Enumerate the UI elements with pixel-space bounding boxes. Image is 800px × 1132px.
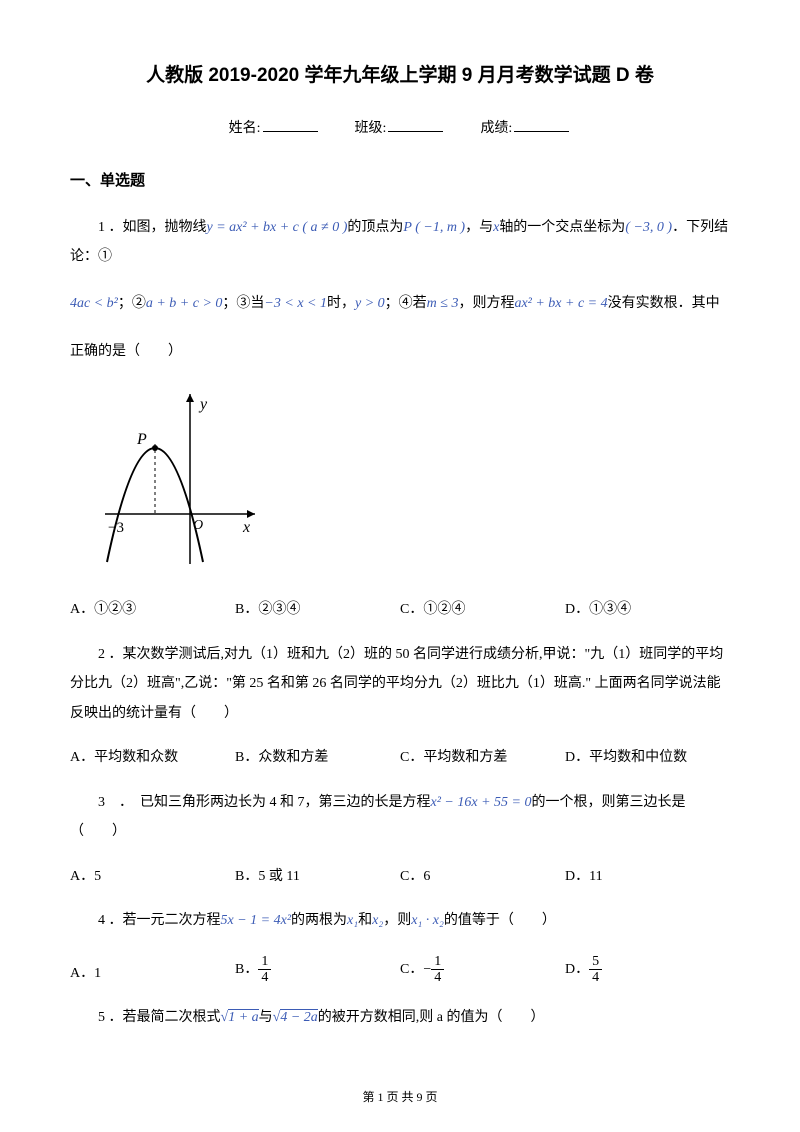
score-blank bbox=[514, 118, 569, 132]
q1-t: 时， bbox=[327, 296, 355, 311]
q4-eq: 5x − 1 = 4x² bbox=[221, 913, 292, 928]
question-1: 1 ．如图，抛物线y = ax² + bx + c ( a ≠ 0 )的顶点为P… bbox=[70, 213, 730, 272]
q1-opt-c: C．①②④ bbox=[400, 598, 565, 622]
q1-text: 1 ．如图，抛物线 bbox=[98, 220, 207, 235]
q4-t: ，则 bbox=[383, 913, 411, 928]
q4-opt-c: C．−14 bbox=[400, 954, 565, 986]
q2-options: A．平均数和众数 B．众数和方差 C．平均数和方差 D．平均数和中位数 bbox=[70, 746, 730, 770]
q1-eq: −3 < x < 1 bbox=[264, 296, 327, 311]
section-heading: 一、单选题 bbox=[70, 169, 730, 195]
svg-text:y: y bbox=[198, 396, 208, 413]
q3-options: A．5 B．5 或 11 C．6 D．11 bbox=[70, 865, 730, 889]
q1-eq: y > 0 bbox=[355, 296, 385, 311]
q1-t: ，则方程 bbox=[458, 296, 514, 311]
q2-opt-d: D．平均数和中位数 bbox=[565, 746, 730, 770]
q2-opt-c: C．平均数和方差 bbox=[400, 746, 565, 770]
q1-t: ，与 bbox=[465, 220, 493, 235]
q4-t: 的两根为 bbox=[291, 913, 347, 928]
svg-text:P: P bbox=[136, 431, 147, 448]
q1-t: ；② bbox=[118, 296, 146, 311]
q1-eq4: ( −3, 0 ) bbox=[625, 220, 672, 235]
question-4: 4 ．若一元二次方程5x − 1 = 4x²的两根为x₁和x₂，则x₁ · x₂… bbox=[70, 906, 730, 935]
q4-eq: x₁ bbox=[347, 913, 358, 928]
q4-opt-d: D．54 bbox=[565, 954, 730, 986]
q1-t: 轴的一个交点坐标为 bbox=[499, 220, 625, 235]
q1-opt-d: D．①③④ bbox=[565, 598, 730, 622]
q2-opt-a: A．平均数和众数 bbox=[70, 746, 235, 770]
q1-t: 没有实数根．其中 bbox=[608, 296, 720, 311]
q5-rad2: 4 − 2a bbox=[280, 1009, 317, 1025]
svg-text:−3: −3 bbox=[108, 520, 124, 536]
info-row: 姓名: 班级: 成绩: bbox=[70, 117, 730, 141]
svg-text:x: x bbox=[242, 519, 250, 536]
q4-eq: x₁ · x₂ bbox=[411, 913, 444, 928]
q5-t: 5 ．若最简二次根式 bbox=[98, 1010, 221, 1025]
q1-t: ；③当 bbox=[222, 296, 264, 311]
question-1-line2: 4ac < b²；②a + b + c > 0；③当−3 < x < 1时，y … bbox=[70, 289, 730, 318]
q4-options: A．1 B．14 C．−14 D．54 bbox=[70, 954, 730, 986]
q1-eq: ax² + bx + c = 4 bbox=[514, 296, 607, 311]
q1-eq2: P ( −1, m ) bbox=[403, 220, 465, 235]
q4-t: 4 ．若一元二次方程 bbox=[98, 913, 221, 928]
class-blank bbox=[388, 118, 443, 132]
q1-t: 的顶点为 bbox=[347, 220, 403, 235]
question-2: 2 ．某次数学测试后,对九（1）班和九（2）班的 50 名同学进行成绩分析,甲说… bbox=[70, 640, 730, 728]
page-footer: 第 1 页 共 9 页 bbox=[0, 1087, 800, 1107]
score-label: 成绩: bbox=[480, 121, 512, 136]
q4-opt-b: B．14 bbox=[235, 954, 400, 986]
page-title: 人教版 2019-2020 学年九年级上学期 9 月月考数学试题 D 卷 bbox=[70, 60, 730, 92]
question-5: 5 ．若最简二次根式√1 + a与√4 − 2a的被开方数相同,则 a 的值为（… bbox=[70, 1003, 730, 1032]
name-label: 姓名: bbox=[229, 121, 261, 136]
q3-t: 3 ． 已知三角形两边长为 4 和 7，第三边的长是方程 bbox=[98, 795, 431, 810]
q4-t: 和 bbox=[358, 913, 372, 928]
q5-t: 的被开方数相同,则 a 的值为（ ） bbox=[318, 1010, 545, 1025]
q2-opt-b: B．众数和方差 bbox=[235, 746, 400, 770]
q3-opt-a: A．5 bbox=[70, 865, 235, 889]
q4-eq: x₂ bbox=[372, 913, 383, 928]
q1-options: A．①②③ B．②③④ C．①②④ D．①③④ bbox=[70, 598, 730, 622]
q1-t: ；④若 bbox=[385, 296, 427, 311]
q4-opt-a: A．1 bbox=[70, 962, 235, 986]
q5-t: 与 bbox=[259, 1010, 273, 1025]
q1-eq: m ≤ 3 bbox=[427, 296, 459, 311]
q3-opt-d: D．11 bbox=[565, 865, 730, 889]
q1-opt-b: B．②③④ bbox=[235, 598, 400, 622]
q3-eq: x² − 16x + 55 = 0 bbox=[431, 795, 532, 810]
class-label: 班级: bbox=[355, 121, 387, 136]
q1-opt-a: A．①②③ bbox=[70, 598, 235, 622]
q1-eq1: y = ax² + bx + c ( a ≠ 0 ) bbox=[207, 220, 348, 235]
q5-rad1: 1 + a bbox=[228, 1009, 258, 1025]
name-blank bbox=[263, 118, 318, 132]
q3-opt-b: B．5 或 11 bbox=[235, 865, 400, 889]
q1-eq: a + b + c > 0 bbox=[146, 296, 223, 311]
parabola-graph: P y x O −3 bbox=[95, 384, 730, 583]
svg-text:O: O bbox=[193, 518, 203, 533]
question-1-line3: 正确的是（ ） bbox=[70, 337, 730, 366]
q1-eq: 4ac < b² bbox=[70, 296, 118, 311]
q4-t: 的值等于（ ） bbox=[444, 913, 556, 928]
q3-opt-c: C．6 bbox=[400, 865, 565, 889]
question-3: 3 ． 已知三角形两边长为 4 和 7，第三边的长是方程x² − 16x + 5… bbox=[70, 788, 730, 847]
